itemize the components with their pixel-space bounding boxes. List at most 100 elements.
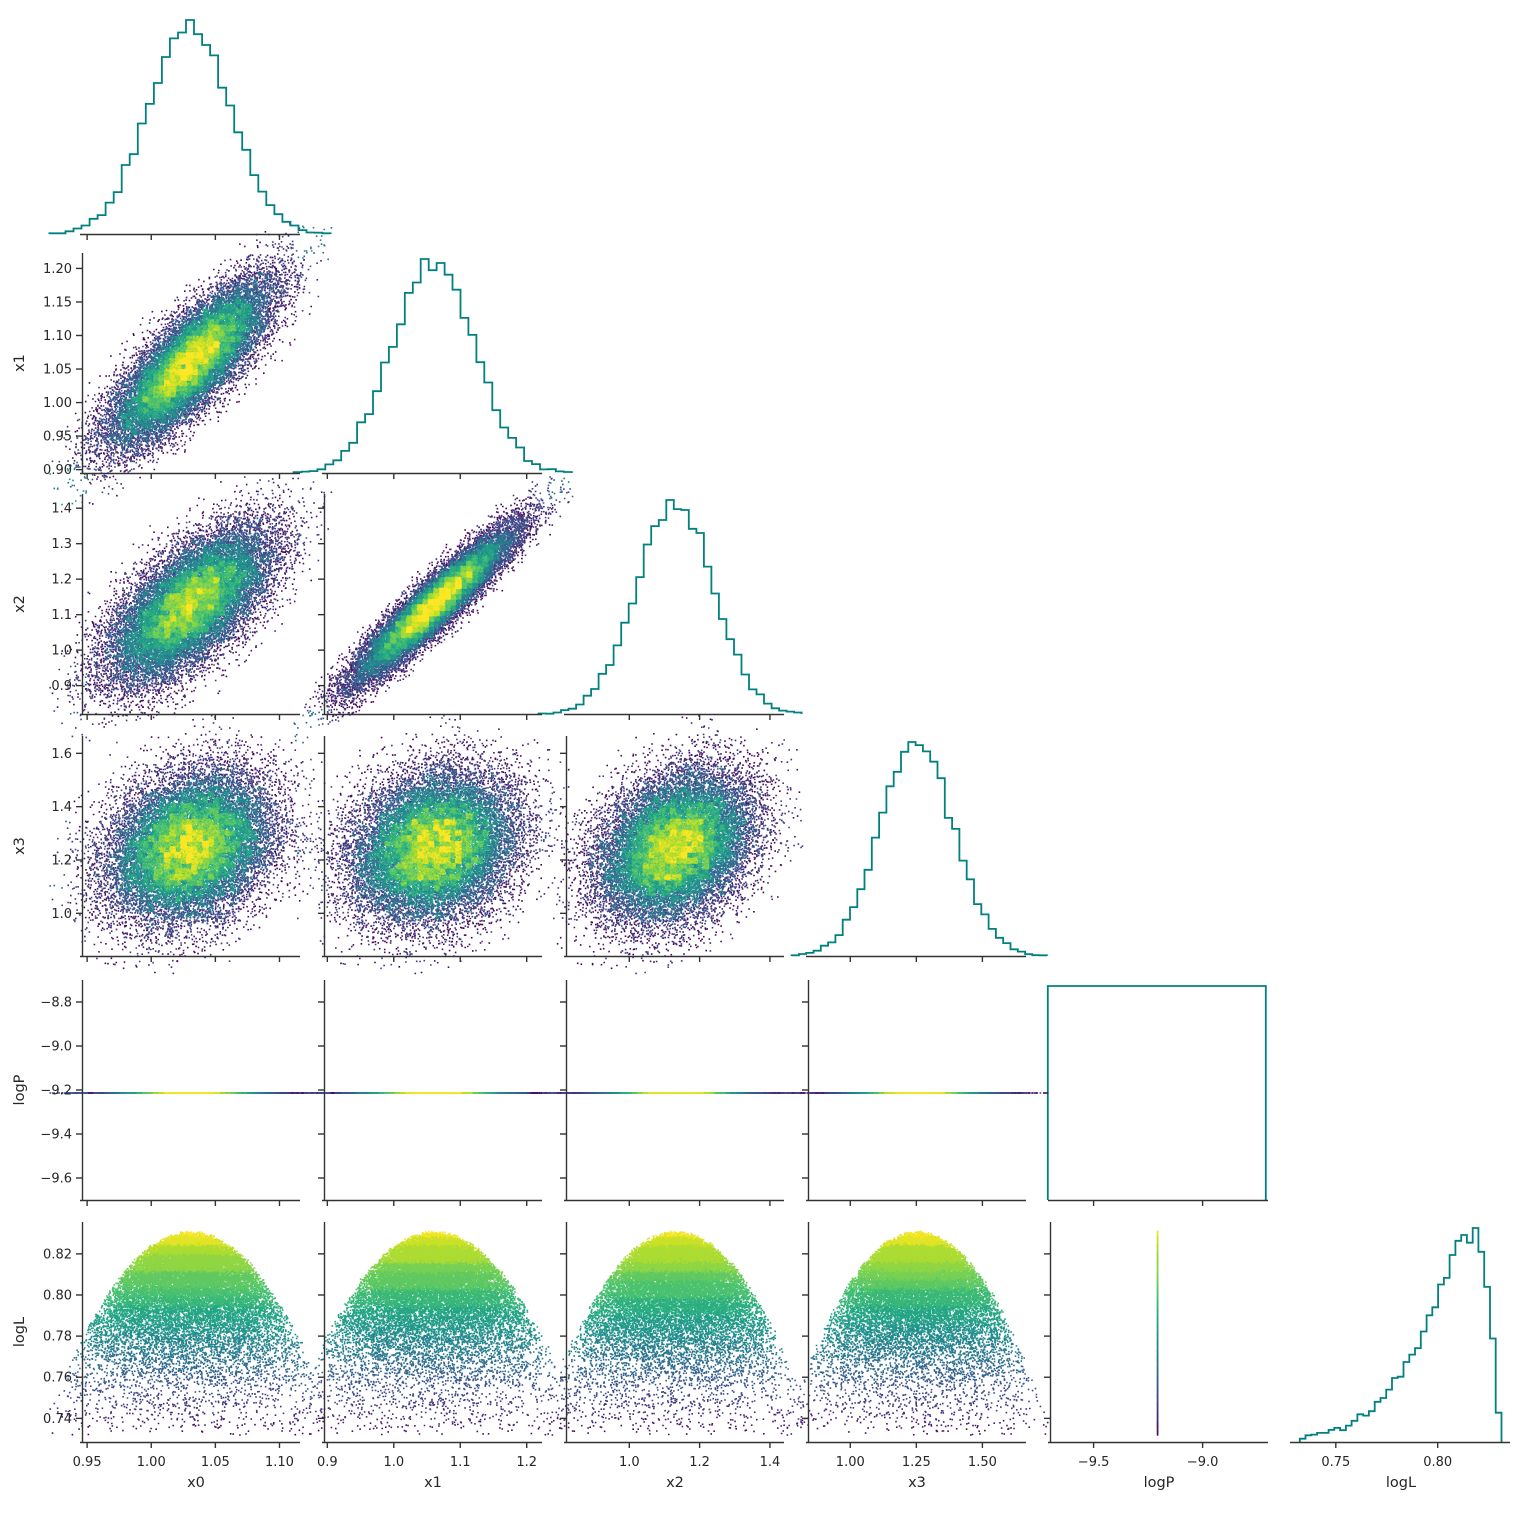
axes-x3-x3 [806, 955, 1026, 962]
scatter-points-x2-logP-24 [647, 1092, 704, 1094]
scatter-points-x2-logL-23 [621, 1244, 729, 1265]
panels-layer [48, 19, 1503, 1442]
scatter-x3-logP [791, 1092, 1049, 1094]
scatter-points-x3-logL-4 [803, 1367, 1033, 1388]
x-axis-label-x2: x2 [666, 1475, 684, 1491]
x-axis-label-x3: x3 [908, 1475, 926, 1491]
y-axis-label-x1: x1 [12, 354, 28, 372]
axes-x2-x3 [560, 736, 784, 962]
scatter-points-x1-logL-17 [312, 1358, 556, 1379]
diag-hist-logP [1046, 985, 1267, 1200]
axes-logP-logL: −9.5 −9.0 [1044, 1222, 1268, 1470]
y-tick-label-x2: 1.0 [51, 644, 72, 659]
scatter-points-x3-logP-24 [895, 1092, 945, 1094]
scatter-points-x3-logL-11 [809, 1359, 1025, 1379]
scatter-points-x0-x3-1 [69, 725, 329, 970]
x-tick-label-x2: 1.0 [619, 1455, 640, 1470]
scatter-points-x2-logL-19 [588, 1296, 765, 1318]
scatter-x1-x3 [293, 714, 574, 975]
scatter-points-x3-logL-2 [791, 1393, 1039, 1414]
scatter-points-x1-logL-6 [307, 1367, 564, 1387]
x-tick-label-x0: 0.95 [73, 1455, 102, 1470]
axes-x0-logL: 0.95 1.00 1.05 1.10 0.74 0.76 0.78 0.80 0.82 [43, 1222, 300, 1470]
x-tick-label-logP: −9.5 [1078, 1455, 1110, 1470]
diag-hist-x3 [790, 741, 1048, 957]
scatter-points-x2-logL-12 [576, 1323, 776, 1344]
scatter-points-x1-x2-2 [312, 483, 570, 721]
y-tick-label-x2: 1.3 [51, 537, 72, 552]
axes-x0-x1: 0.90 0.95 1.00 1.05 1.10 1.15 1.20 [43, 253, 300, 479]
scatter-points-x0-x3-21 [160, 818, 220, 881]
scatter-points-x1-logL-23 [344, 1287, 525, 1309]
scatter-points-x0-logL-1 [71, 1375, 318, 1396]
scatter-points-x2-logL-13 [568, 1349, 788, 1370]
scatter-points-x2-logL-22 [655, 1230, 699, 1239]
x-axis-label-x0: x0 [187, 1475, 205, 1491]
scatter-x0-x1 [49, 223, 333, 506]
scatter-points-x0-x3-15 [130, 792, 257, 901]
y-tick-label-x2: 1.4 [51, 502, 72, 517]
scatter-points-x1-logL-0 [293, 1403, 571, 1421]
x-tick-label-x0: 1.05 [201, 1455, 230, 1470]
scatter-points-x0-x1-7 [69, 231, 323, 468]
x-tick-label-x3: 1.25 [902, 1455, 931, 1470]
hist-step-x3 [790, 741, 1048, 957]
scatter-points-x1-logL-15 [321, 1341, 551, 1361]
axes-x1-x1 [322, 472, 542, 479]
scatter-points-x0-logP-24 [163, 1092, 215, 1094]
diag-hist-x2 [537, 499, 803, 715]
scatter-points-x0-logL-23 [113, 1270, 266, 1291]
y-tick-label-x2: 1.2 [51, 573, 72, 588]
x-tick-label-x1: 1.0 [383, 1455, 404, 1470]
scatter-points-x0-x3-18 [143, 803, 237, 890]
scatter-points-x2-x3-12 [605, 785, 747, 908]
scatter-points-x3-logL-0 [803, 1385, 1038, 1404]
y-tick-label-logL: 0.76 [43, 1371, 72, 1386]
scatter-points-x0-logL-18 [76, 1340, 304, 1361]
scatter-points-x1-x2-0 [318, 490, 551, 716]
y-tick-label-x3: 1.2 [51, 854, 72, 869]
y-tick-label-logP: −8.8 [40, 996, 72, 1011]
scatter-x0-logL [49, 1230, 333, 1436]
axes-x1-logP [318, 980, 542, 1206]
scatter-points-x1-logL-24 [358, 1270, 513, 1291]
x-tick-label-x0: 1.10 [265, 1455, 294, 1470]
scatter-points-x1-logL-5 [309, 1394, 565, 1414]
x-tick-label-x1: 1.2 [516, 1455, 537, 1470]
hist-step-x0 [48, 19, 332, 235]
scatter-points-x0-x1-12 [67, 297, 258, 497]
scatter-points-x0-logL-22 [93, 1306, 288, 1326]
y-axis-label-x2: x2 [12, 595, 28, 613]
scatter-points-x3-logL-10 [799, 1375, 1030, 1396]
scatter-logP-logL [1156, 1230, 1159, 1436]
axes-x2-logL: 1.0 1.2 1.4 [560, 1222, 784, 1470]
scatter-points-x3-logL-7 [797, 1411, 1047, 1430]
scatter-points-x1-x3-22 [402, 818, 462, 880]
scatter-points-x1-x2-24 [405, 577, 462, 634]
x-tick-label-x0: 1.00 [137, 1455, 166, 1470]
axes-x3-logP [802, 980, 1026, 1206]
y-tick-label-x1: 1.15 [43, 295, 72, 310]
scatter-points-x1-logP-24 [405, 1092, 462, 1094]
scatter-points-x0-x3-4 [58, 714, 318, 966]
hist-step-x2 [537, 499, 803, 715]
hist-step-logL [1298, 1227, 1503, 1442]
scatter-points-x0-logL-8 [69, 1358, 312, 1378]
scatter-points-x0-logL-24 [168, 1230, 215, 1238]
scatter-points-x3-logL-22 [868, 1243, 967, 1265]
axes-logP-logP [1048, 1199, 1268, 1206]
y-tick-label-x1: 1.05 [43, 363, 72, 378]
y-tick-label-x3: 1.6 [51, 747, 72, 762]
diag-hist-x0 [48, 19, 332, 235]
x-tick-label-logL: 0.80 [1423, 1455, 1452, 1470]
y-tick-label-x1: 0.95 [43, 430, 72, 445]
y-axis-label-x3: x3 [12, 837, 28, 855]
scatter-x1-x2 [293, 476, 574, 744]
scatter-points-x0-x1-4 [51, 241, 318, 489]
scatter-points-x0-x3-14 [127, 791, 257, 902]
x-axis-label-x1: x1 [424, 1475, 442, 1491]
scatter-x0-logP [49, 1092, 333, 1094]
axes-x3-logL: 1.00 1.25 1.50 [802, 1222, 1026, 1470]
scatter-points-x1-logL-8 [305, 1376, 563, 1396]
scatter-points-x0-logL-4 [61, 1411, 324, 1430]
